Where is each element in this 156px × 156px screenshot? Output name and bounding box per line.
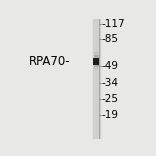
Bar (93, 58, 99, 65)
Text: -19: -19 (101, 110, 118, 120)
Bar (94, 52, 98, 55)
Text: -34: -34 (101, 78, 118, 88)
Text: RPA70-: RPA70- (29, 55, 71, 68)
Bar (94, 63, 99, 67)
Text: -117: -117 (101, 19, 125, 29)
Bar (93, 19, 100, 139)
Bar (94, 67, 98, 70)
Text: -85: -85 (101, 34, 118, 44)
Text: -49: -49 (101, 61, 118, 71)
Bar (94, 55, 99, 59)
Text: -25: -25 (101, 94, 118, 104)
